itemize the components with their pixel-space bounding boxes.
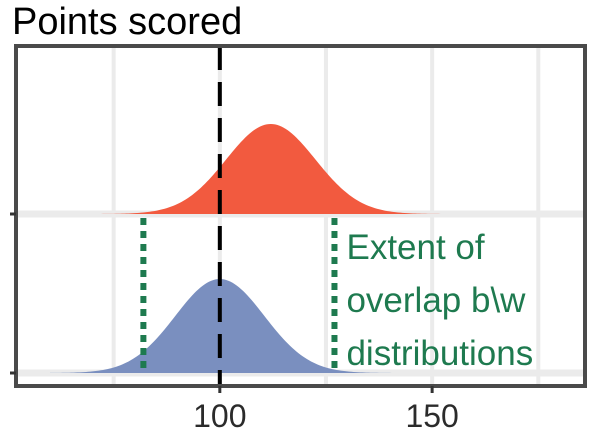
x-tick-label: 100 <box>193 398 246 434</box>
annotation-layer: Extent of overlap b\w distributions <box>346 228 533 373</box>
x-tick-label: 150 <box>405 398 458 434</box>
density-area-top <box>49 124 547 214</box>
annotation-line: overlap b\w <box>346 281 526 320</box>
chart-title: Points scored <box>12 1 243 43</box>
axis-layer: 100 150 <box>10 212 459 434</box>
annotation-line: distributions <box>346 334 533 373</box>
panel-border <box>14 44 587 388</box>
reference-layer <box>140 46 338 386</box>
series-layer <box>49 124 547 373</box>
annotation-line: Extent of <box>346 228 484 267</box>
density-area-bottom <box>49 279 547 373</box>
